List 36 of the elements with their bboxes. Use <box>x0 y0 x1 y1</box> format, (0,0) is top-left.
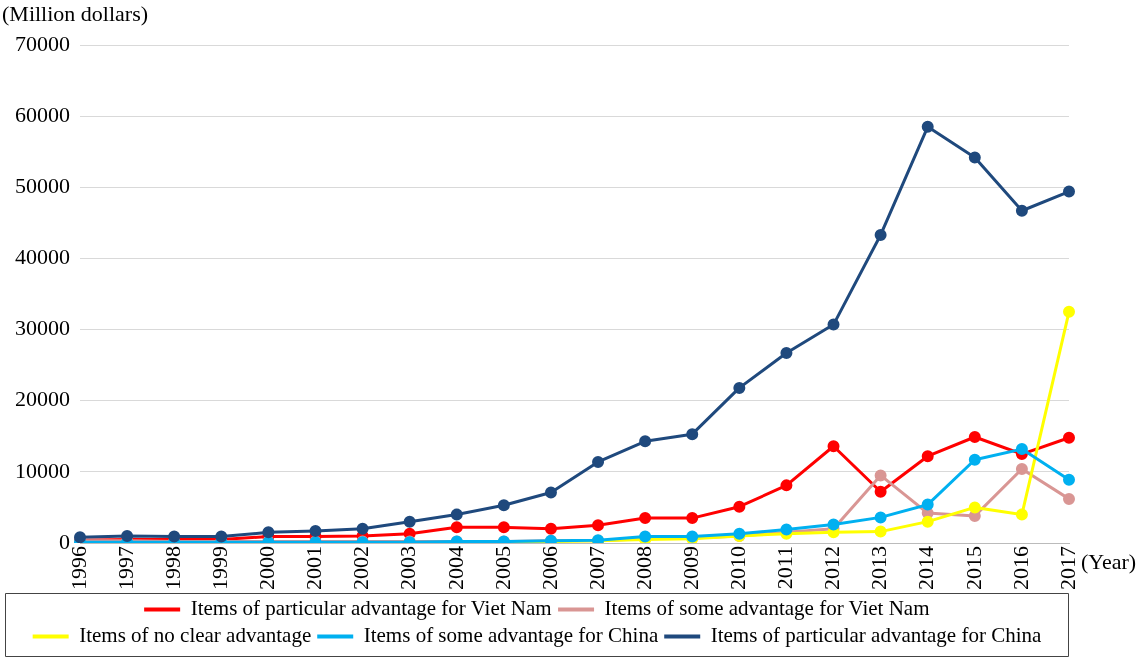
x-tick-label: 2005 <box>489 546 515 590</box>
x-tick-label: 1997 <box>112 546 138 590</box>
x-tick-label: 1999 <box>207 546 233 590</box>
legend-label: Items of particular advantage for Viet Nam <box>190 596 552 621</box>
x-tick-label: 2000 <box>254 546 280 590</box>
legend-label: Items of some advantage for China <box>363 623 659 648</box>
legend-label: Items of particular advantage for China <box>710 623 1043 648</box>
x-tick-label: 2007 <box>583 546 609 590</box>
x-tick-label: 2016 <box>1007 546 1033 590</box>
x-tick-label: 2015 <box>960 546 986 590</box>
y-tick-label: 70000 <box>15 30 70 56</box>
x-tick-label: 2004 <box>442 546 468 590</box>
y-axis-title: (Million dollars) <box>2 0 149 26</box>
x-tick-label: 1998 <box>159 546 185 590</box>
legend-label: Items of no clear advantage <box>79 623 312 648</box>
y-tick-label: 10000 <box>15 457 70 483</box>
x-tick-label: 2012 <box>819 546 845 590</box>
x-tick-label: 2002 <box>348 546 374 590</box>
x-tick-label: 2017 <box>1054 546 1080 590</box>
y-tick-label: 30000 <box>15 315 70 341</box>
x-tick-label: 2001 <box>301 546 327 590</box>
x-tick-label: 2008 <box>630 546 656 590</box>
x-axis-title: (Year) <box>1081 548 1137 574</box>
y-tick-label: 40000 <box>15 244 70 270</box>
x-tick-label: 2014 <box>913 546 939 590</box>
legend-label: Items of some advantage for Viet Nam <box>604 596 930 621</box>
x-tick-label: 2006 <box>536 546 562 590</box>
y-tick-label: 0 <box>59 528 70 554</box>
y-tick-label: 50000 <box>15 173 70 199</box>
y-tick-label: 60000 <box>15 101 70 127</box>
y-tick-label: 20000 <box>15 386 70 412</box>
x-tick-label: 2003 <box>395 546 421 590</box>
x-tick-label: 2013 <box>866 546 892 590</box>
x-tick-label: 2010 <box>725 546 751 590</box>
x-tick-label: 2009 <box>678 546 704 590</box>
x-tick-label: 2011 <box>772 546 798 590</box>
